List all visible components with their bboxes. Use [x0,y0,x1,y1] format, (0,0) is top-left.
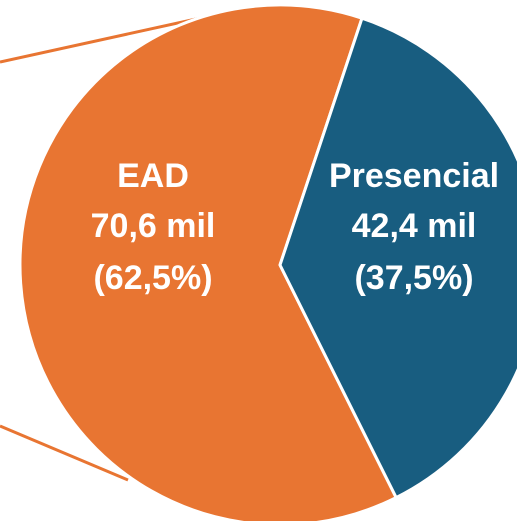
pie-slice-presencial [278,16,517,500]
pie-slices [18,3,517,521]
connector-line-bottom [0,424,129,482]
slice-label-presencial-value: 42,4 mil [352,207,477,245]
slice-label-ead-name: EAD [117,157,189,195]
slice-label-presencial-percent: (37,5%) [354,259,473,297]
pie-labels: EAD 70,6 mil (62,5%) Presencial 42,4 mil… [91,157,499,297]
slice-label-ead-value: 70,6 mil [91,207,216,245]
slice-label-ead-percent: (62,5%) [93,259,212,297]
pie-slice-ead [18,3,398,521]
slice-label-presencial-name: Presencial [329,157,499,195]
